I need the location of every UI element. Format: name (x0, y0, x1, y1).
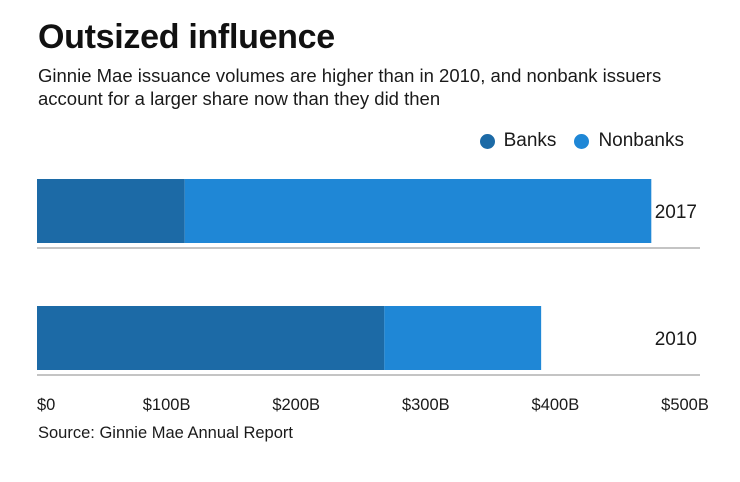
chart-subtitle: Ginnie Mae issuance volumes are higher t… (38, 65, 662, 109)
x-tick-label: $500B (661, 396, 709, 414)
x-tick-label: $200B (272, 396, 320, 414)
legend: Banks Nonbanks (462, 130, 684, 152)
bar-nonbanks-2010 (384, 306, 542, 370)
bar-banks-2010 (37, 306, 385, 370)
x-tick-label: $300B (402, 396, 450, 414)
legend-item-banks: Banks (479, 130, 557, 152)
source-note: Source: Ginnie Mae Annual Report (38, 424, 293, 442)
legend-swatch-nonbanks (574, 133, 590, 149)
legend-item-nonbanks: Nonbanks (574, 130, 684, 152)
category-label-2017: 2017 (655, 202, 697, 223)
chart-title: Outsized influence (38, 18, 335, 56)
category-label-2010: 2010 (655, 329, 697, 350)
x-tick-label: $100B (143, 396, 191, 414)
x-tick-label: $400B (532, 396, 580, 414)
x-tick-label: $0 (37, 396, 55, 414)
bar-banks-2017 (37, 179, 185, 243)
bar-nonbanks-2017 (184, 179, 652, 243)
legend-swatch-banks (479, 133, 495, 149)
legend-label-banks: Banks (503, 130, 557, 151)
legend-label-nonbanks: Nonbanks (598, 130, 684, 151)
